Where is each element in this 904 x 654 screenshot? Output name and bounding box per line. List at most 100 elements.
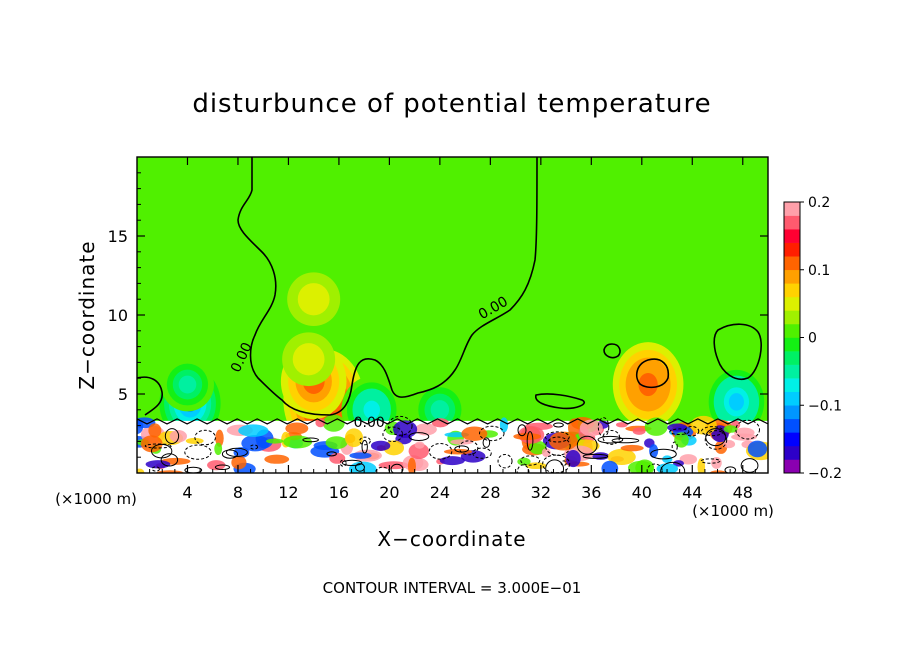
turbulence-patch <box>439 456 465 466</box>
turbulence-contour <box>458 440 479 456</box>
turbulence-patch <box>238 424 269 437</box>
x-axis: 4 8 12 16 20 24 28 32 36 40 44 48 <box>149 157 756 502</box>
turbulence-patch <box>348 461 377 473</box>
turbulence-contour <box>660 461 686 473</box>
turbulence-patch <box>615 422 628 428</box>
y-tick-label: 15 <box>108 227 128 246</box>
turbulence-patch <box>285 422 309 435</box>
x-tick-label: 8 <box>233 483 243 502</box>
y-axis: 5 10 15 <box>108 172 768 458</box>
turbulence-contour <box>597 417 610 438</box>
turbulence-patch <box>207 460 226 471</box>
turbulence-contour <box>472 447 492 459</box>
anomaly-level <box>728 393 745 411</box>
turbulence-patch <box>265 438 284 444</box>
colorbar-swatch <box>784 378 800 392</box>
anomaly-level <box>178 375 197 394</box>
turbulence-patch <box>565 450 581 468</box>
turbulence-contour <box>249 444 259 450</box>
anomaly-level <box>638 372 658 397</box>
turbulence-patch <box>315 418 326 428</box>
contour-label: 0.00 <box>354 415 385 431</box>
x-tick-label: 12 <box>278 483 298 502</box>
turbulence-patch <box>747 440 768 458</box>
x-tick-label: 40 <box>632 483 652 502</box>
colorbar-swatch <box>784 242 800 257</box>
zero-contour-left <box>237 157 538 416</box>
zero-contour-strip <box>535 393 585 410</box>
turbulence-patch <box>731 433 757 441</box>
turbulence-patch <box>264 454 290 464</box>
anomaly-3 <box>287 272 341 327</box>
turbulence-contour <box>339 459 347 467</box>
x-tick-label: 20 <box>379 483 399 502</box>
anomaly-8 <box>612 342 684 427</box>
anomaly-9 <box>703 363 768 440</box>
turbulence-contour <box>390 463 404 473</box>
turbulence-patch <box>215 429 224 447</box>
turbulence-contour <box>704 430 728 450</box>
turbulence-contour <box>545 436 571 456</box>
anomaly-level <box>297 283 330 316</box>
turbulence-patch <box>407 457 416 473</box>
turbulence-patch <box>408 443 430 460</box>
colorbar-tick-label: −0.1 <box>808 398 842 414</box>
turbulence-patch <box>579 419 603 437</box>
turbulence-patch <box>529 440 547 455</box>
turbulence-contour <box>544 431 570 443</box>
anomaly-field <box>154 272 768 452</box>
turbulence-contour <box>517 424 527 437</box>
turbulence-patch <box>370 440 391 451</box>
turbulence-contour <box>359 436 371 446</box>
turbulence-contour <box>428 443 453 460</box>
anomaly-5 <box>160 357 214 412</box>
x-tick-label: 44 <box>682 483 702 502</box>
contour-interval-note: CONTOUR INTERVAL = 3.000E−01 <box>323 579 582 597</box>
turbulence-contour <box>160 453 179 467</box>
turbulence-contour <box>144 443 172 449</box>
turbulence-contour <box>576 435 598 455</box>
turbulence-patch <box>723 425 738 433</box>
turbulence-patch <box>241 435 270 452</box>
colorbar-swatch <box>784 310 800 325</box>
y-tick-label: 5 <box>118 385 128 404</box>
turbulence-contour <box>735 419 761 440</box>
turbulence-patch <box>667 423 688 432</box>
turbulence-patch <box>601 460 619 473</box>
anomaly-level <box>363 400 380 419</box>
turbulence-patch <box>148 423 162 438</box>
colorbar-tick-label: 0 <box>808 331 817 347</box>
turbulence-contour <box>582 453 609 459</box>
y-tick-label: 10 <box>108 306 128 325</box>
anomaly-2 <box>282 332 336 387</box>
anomaly-level <box>430 400 450 420</box>
turbulence-patch <box>620 444 644 452</box>
turbulence-patch <box>690 415 717 435</box>
colorbar-swatch <box>784 432 800 447</box>
turbulence-patch <box>607 448 636 465</box>
turbulence-contour <box>602 429 621 445</box>
x-tick-label: 28 <box>480 483 500 502</box>
turbulence-contour <box>520 455 541 466</box>
x-tick-label: 48 <box>733 483 753 502</box>
turbulence-contour <box>214 464 231 471</box>
x-tick-label: 36 <box>581 483 601 502</box>
turbulence-contour <box>701 426 724 437</box>
turbulence-patch <box>231 455 247 470</box>
colorbar-swatch <box>784 256 800 271</box>
colorbar-swatch <box>784 202 800 216</box>
x-unit-left: (×1000 m) <box>55 490 137 508</box>
turbulence-contour <box>221 449 239 459</box>
colorbar: 0.2 0.1 0 −0.1 −0.2 <box>783 195 842 482</box>
colorbar-swatch <box>784 418 800 433</box>
colorbar-swatch <box>784 323 800 338</box>
turbulence-patch <box>325 436 348 450</box>
turbulence-contour <box>408 432 430 442</box>
colorbar-swatch <box>784 351 800 365</box>
turbulence-contour <box>482 437 491 448</box>
turbulence-contour <box>151 466 160 472</box>
turbulence-contour <box>326 451 337 457</box>
turbulence-patch <box>711 457 722 469</box>
colorbar-swatch <box>784 283 800 298</box>
